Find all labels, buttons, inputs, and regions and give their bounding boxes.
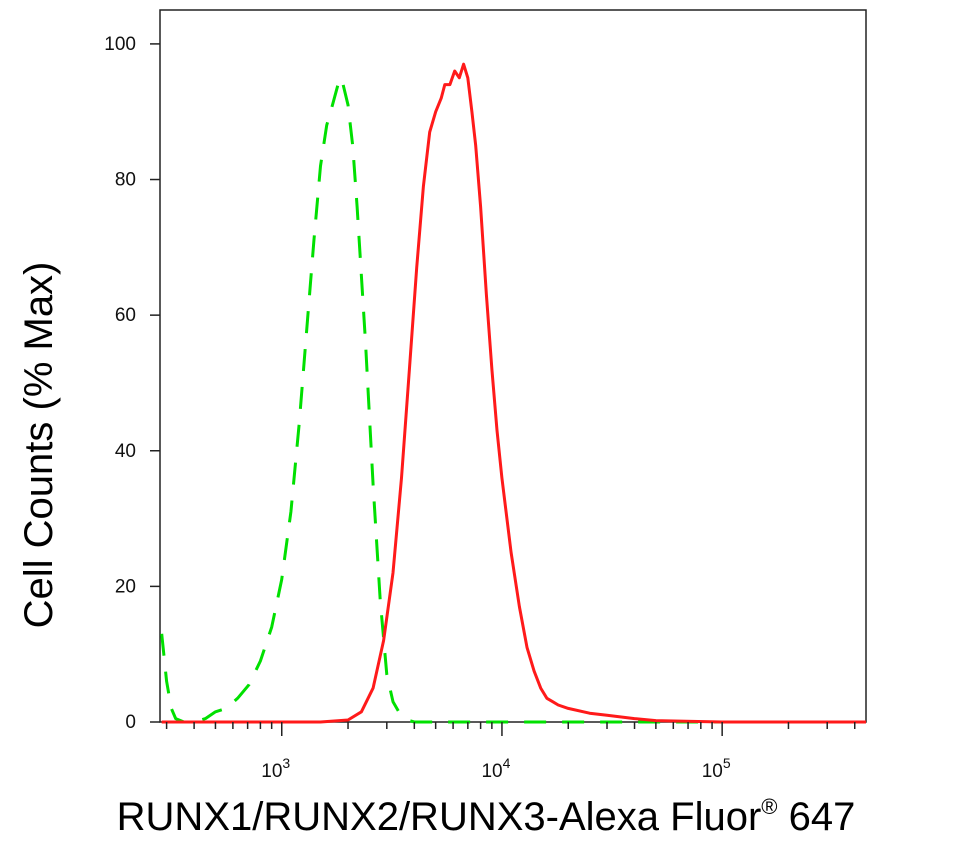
y-tick-label: 0 <box>125 712 136 733</box>
y-tick-label: 40 <box>115 441 136 462</box>
x-tick-label: 103 <box>261 755 290 782</box>
series-line-1 <box>160 76 866 724</box>
series-layer <box>160 62 866 724</box>
y-axis-title: Cell Counts (% Max) <box>17 262 61 629</box>
axes-layer: 0 20 40 60 80 100 103 104 105 <box>104 34 856 782</box>
plot-frame <box>159 9 867 723</box>
x-axis-title-tail: 647 <box>777 795 855 839</box>
y-tick-label: 100 <box>104 34 136 55</box>
series-line-2 <box>161 62 866 724</box>
plot-border <box>159 9 867 723</box>
y-tick-label: 60 <box>115 305 136 326</box>
x-tick-label: 104 <box>481 755 510 782</box>
y-tick-label: 20 <box>115 576 136 597</box>
x-axis-title-sup: ® <box>761 794 777 819</box>
x-axis-title: RUNX1/RUNX2/RUNX3-Alexa Fluor® 647 <box>117 794 856 839</box>
y-tick-label: 80 <box>115 170 136 191</box>
x-tick-label: 105 <box>702 755 731 782</box>
x-axis-title-main: RUNX1/RUNX2/RUNX3-Alexa Fluor <box>117 795 762 839</box>
